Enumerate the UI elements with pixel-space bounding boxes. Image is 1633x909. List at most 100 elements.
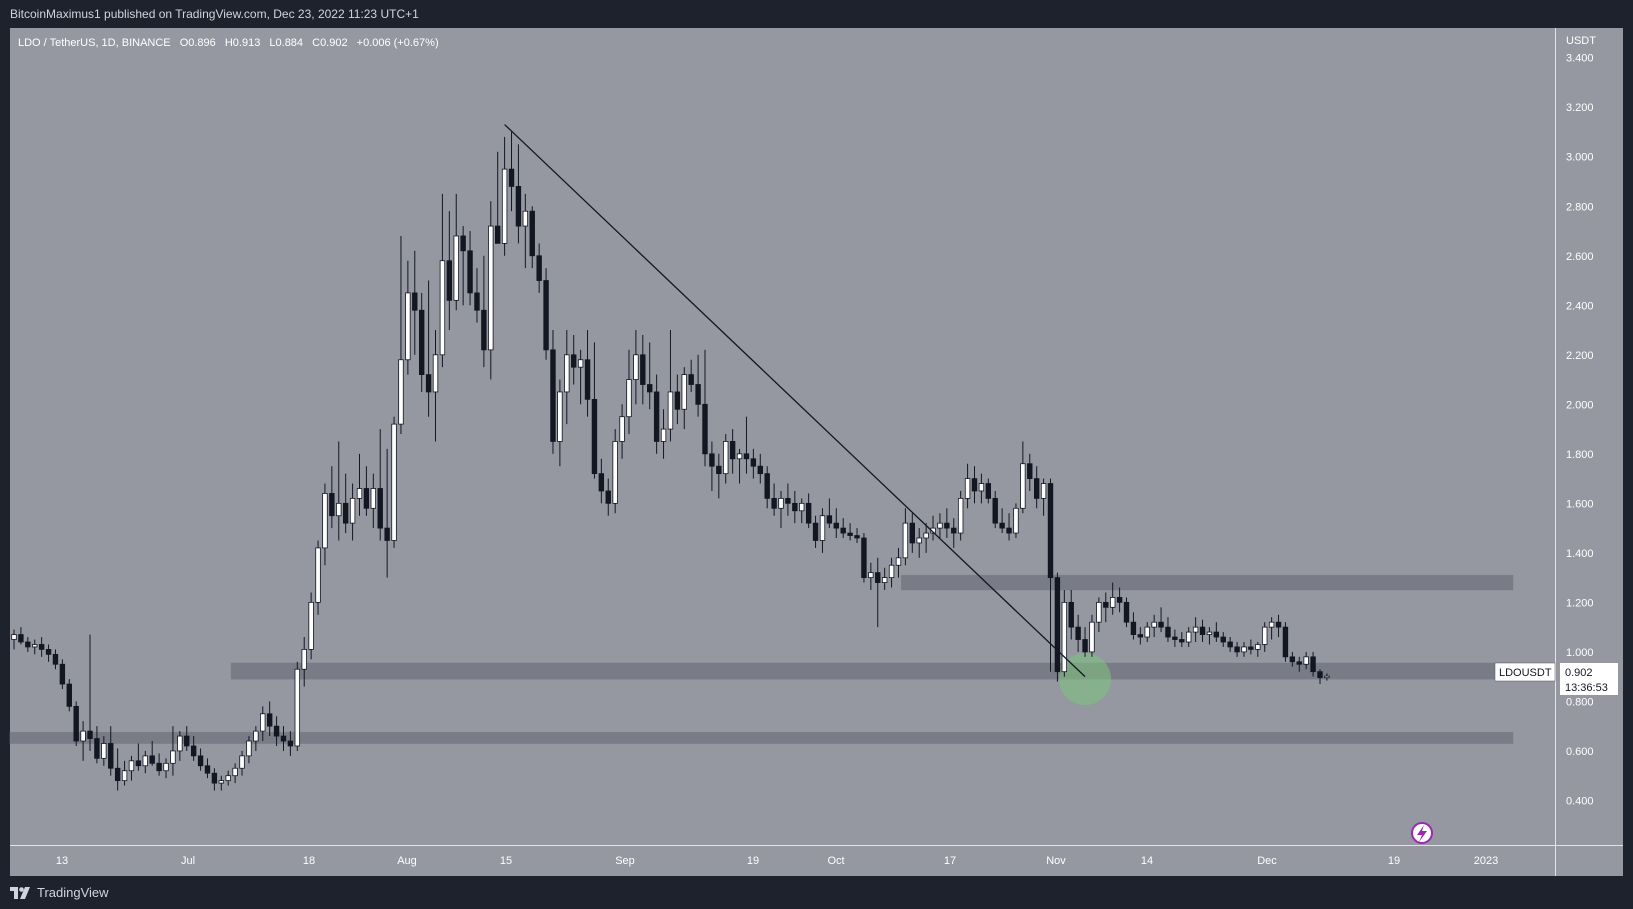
- candle[interactable]: [571, 334, 577, 385]
- candle[interactable]: [909, 513, 915, 553]
- candle[interactable]: [156, 753, 162, 776]
- candle[interactable]: [1165, 617, 1171, 642]
- candle[interactable]: [1116, 587, 1123, 613]
- candle[interactable]: [246, 736, 252, 764]
- candle[interactable]: [218, 775, 224, 791]
- candle[interactable]: [564, 330, 570, 425]
- candle[interactable]: [1040, 478, 1047, 516]
- candle[interactable]: [142, 750, 148, 774]
- candle[interactable]: [619, 404, 625, 459]
- candle[interactable]: [702, 349, 708, 467]
- candle[interactable]: [944, 508, 950, 539]
- plot-area[interactable]: [10, 28, 1555, 876]
- candle[interactable]: [888, 557, 895, 588]
- candle[interactable]: [550, 330, 556, 454]
- candle[interactable]: [405, 260, 411, 375]
- candle[interactable]: [916, 528, 922, 558]
- candle[interactable]: [1130, 612, 1137, 640]
- candle[interactable]: [1020, 441, 1026, 514]
- candle[interactable]: [1317, 669, 1323, 685]
- candle[interactable]: [1220, 632, 1226, 647]
- candle[interactable]: [1282, 622, 1289, 662]
- candle[interactable]: [294, 661, 301, 751]
- candle[interactable]: [667, 330, 674, 442]
- candle[interactable]: [785, 483, 791, 516]
- tradingview-brand[interactable]: TradingView: [10, 885, 109, 900]
- candle[interactable]: [170, 726, 176, 776]
- candle[interactable]: [1255, 641, 1261, 657]
- candle[interactable]: [377, 429, 383, 541]
- candle[interactable]: [1268, 617, 1275, 640]
- candle[interactable]: [73, 701, 79, 746]
- candle[interactable]: [757, 453, 763, 484]
- candle[interactable]: [833, 508, 839, 539]
- candle[interactable]: [736, 448, 743, 484]
- candle[interactable]: [792, 490, 798, 524]
- candle[interactable]: [439, 193, 446, 368]
- candle[interactable]: [529, 206, 535, 269]
- candle[interactable]: [695, 354, 701, 417]
- candle[interactable]: [412, 250, 418, 355]
- candle[interactable]: [1206, 627, 1213, 645]
- candle[interactable]: [363, 466, 370, 516]
- candle[interactable]: [1179, 632, 1185, 647]
- candle[interactable]: [1192, 617, 1199, 642]
- candle[interactable]: [253, 726, 259, 751]
- candle[interactable]: [937, 513, 943, 539]
- candle[interactable]: [750, 448, 757, 479]
- candle[interactable]: [384, 448, 390, 578]
- candle[interactable]: [1303, 651, 1309, 670]
- candle[interactable]: [322, 483, 328, 566]
- candle[interactable]: [1144, 622, 1150, 642]
- candle[interactable]: [1082, 627, 1088, 657]
- candle[interactable]: [1006, 513, 1012, 541]
- candle[interactable]: [1075, 614, 1081, 652]
- candle[interactable]: [729, 429, 736, 474]
- candle[interactable]: [716, 453, 722, 499]
- candle[interactable]: [1241, 641, 1247, 657]
- candle[interactable]: [266, 701, 273, 737]
- candle[interactable]: [681, 367, 687, 430]
- candle[interactable]: [38, 637, 45, 657]
- candle[interactable]: [660, 409, 667, 459]
- candle[interactable]: [709, 441, 715, 491]
- candle[interactable]: [135, 743, 142, 771]
- candle[interactable]: [1096, 597, 1102, 633]
- candle[interactable]: [1068, 589, 1074, 640]
- candle[interactable]: [177, 731, 183, 761]
- candle[interactable]: [425, 280, 432, 417]
- price-axis-panel[interactable]: [1556, 28, 1623, 876]
- candle[interactable]: [895, 547, 902, 578]
- candle[interactable]: [163, 758, 169, 779]
- candle[interactable]: [1262, 622, 1268, 652]
- candle[interactable]: [543, 268, 549, 360]
- candle[interactable]: [515, 144, 522, 244]
- candle[interactable]: [432, 330, 439, 442]
- candle[interactable]: [273, 716, 280, 746]
- candle[interactable]: [1089, 614, 1095, 657]
- candle[interactable]: [356, 453, 363, 516]
- candle[interactable]: [612, 429, 618, 514]
- candle[interactable]: [349, 483, 356, 541]
- candle[interactable]: [605, 478, 611, 516]
- candle[interactable]: [1158, 607, 1164, 633]
- candle[interactable]: [87, 634, 93, 751]
- candle[interactable]: [999, 508, 1005, 534]
- candle[interactable]: [308, 592, 314, 660]
- candle[interactable]: [1248, 639, 1254, 655]
- candle[interactable]: [577, 349, 584, 405]
- candle[interactable]: [114, 748, 121, 791]
- candle[interactable]: [557, 379, 563, 467]
- candle[interactable]: [80, 721, 86, 761]
- candle[interactable]: [370, 473, 377, 529]
- candle[interactable]: [481, 255, 487, 368]
- candle[interactable]: [688, 359, 694, 392]
- candle[interactable]: [1047, 478, 1054, 672]
- candle[interactable]: [1013, 503, 1019, 539]
- candle[interactable]: [1109, 582, 1116, 615]
- candle[interactable]: [467, 231, 473, 306]
- candle[interactable]: [626, 349, 632, 435]
- candle[interactable]: [108, 726, 114, 776]
- candle[interactable]: [225, 770, 231, 786]
- candle[interactable]: [1289, 651, 1296, 667]
